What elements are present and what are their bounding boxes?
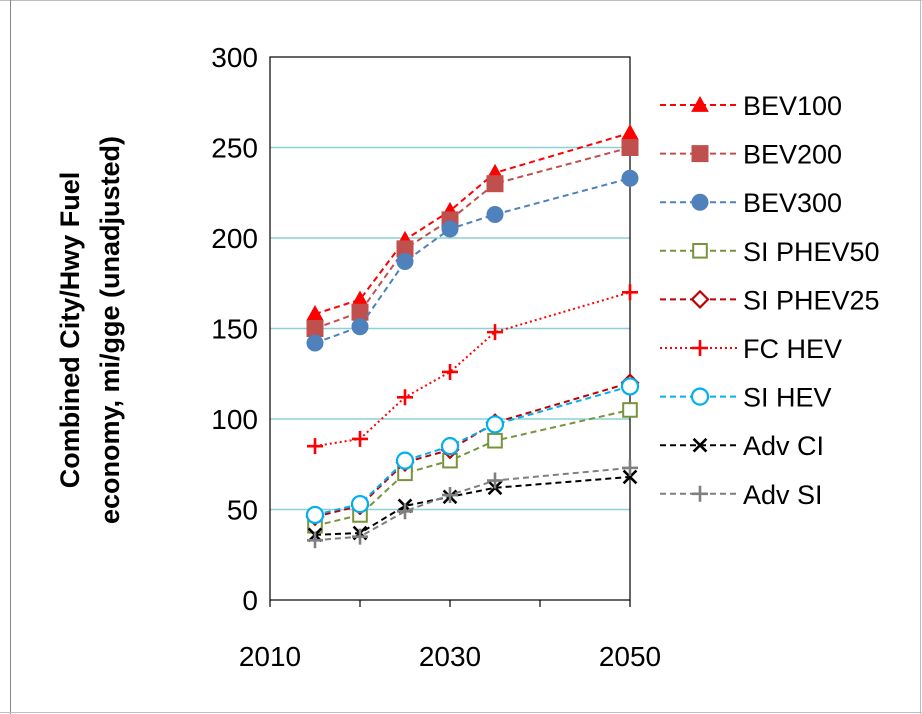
- y-tick-label: 200: [211, 223, 258, 254]
- legend-item: BEV200: [660, 140, 842, 170]
- data-point: [620, 377, 640, 396]
- x-tick-label: 2010: [239, 641, 301, 672]
- series-si-phev50: [307, 402, 638, 534]
- x-axis-tick-labels: 2010 2030 2050: [239, 641, 661, 672]
- legend-label: BEV300: [743, 188, 842, 218]
- data-point: [621, 139, 639, 156]
- data-point: [307, 532, 323, 549]
- legend-marker: [692, 243, 708, 259]
- series-line: [314, 385, 631, 516]
- y-tick-label: 150: [211, 314, 258, 345]
- series-line: [314, 466, 631, 542]
- series-line: [314, 177, 631, 344]
- data-point: [305, 505, 325, 525]
- x-tick-label: 2030: [419, 641, 481, 672]
- y-tick-label: 100: [211, 404, 258, 435]
- series-line: [314, 132, 631, 315]
- series-adv-si: [307, 459, 638, 549]
- legend-marker: [691, 145, 709, 163]
- data-point: [440, 437, 460, 456]
- y-tick-label: 250: [211, 133, 258, 164]
- legend-label: FC HEV: [743, 334, 842, 364]
- chart-frame-bottom: [0, 712, 922, 713]
- legend-label: Adv CI: [743, 431, 824, 461]
- data-point: [350, 494, 370, 514]
- data-point: [621, 123, 639, 140]
- series-bev200: [306, 139, 639, 337]
- series-bev300: [306, 169, 639, 352]
- data-point: [486, 175, 504, 193]
- legend-label: SI PHEV25: [743, 285, 880, 315]
- y-tick-label: 50: [227, 495, 258, 526]
- series-lines: [305, 123, 640, 549]
- series-si-hev: [305, 377, 640, 525]
- y-axis-tick-labels: 0 50 100 150 200 250 300: [211, 42, 258, 616]
- data-point: [487, 472, 503, 489]
- data-point: [622, 284, 638, 301]
- data-point: [397, 389, 413, 406]
- data-point: [352, 528, 368, 545]
- data-point: [622, 402, 638, 418]
- legend-item: FC HEV: [660, 334, 842, 364]
- legend-label: BEV100: [743, 91, 842, 121]
- legend-item: BEV300: [660, 188, 842, 218]
- legend-marker: [690, 289, 710, 309]
- data-point: [307, 438, 323, 455]
- chart-frame-right: [920, 0, 921, 714]
- x-axis-ticks: [269, 600, 631, 607]
- legend: BEV100 BEV200 BEV300 SI PHEV50 SI PHEV25 FC H…: [660, 91, 880, 510]
- data-point: [306, 320, 324, 337]
- data-point: [485, 415, 505, 434]
- series-line: [314, 381, 631, 518]
- legend-marker: [690, 387, 710, 406]
- data-point: [397, 503, 413, 520]
- legend-label: Adv SI: [743, 480, 823, 510]
- series-line: [314, 146, 631, 330]
- y-axis-label-line1: Combined City/Hwy Fuel: [55, 172, 85, 489]
- y-axis-label-line2: economy, mi/gge (unadjusted): [95, 136, 125, 524]
- series-line: [314, 475, 631, 536]
- data-point: [396, 253, 414, 271]
- series-fc-hev: [307, 284, 638, 455]
- data-point: [352, 430, 368, 447]
- data-point: [487, 324, 503, 341]
- data-point: [621, 169, 639, 187]
- legend-marker: [691, 95, 709, 112]
- chart-frame-left: [10, 0, 11, 714]
- chart-frame-top: [0, 0, 922, 1]
- data-point: [395, 451, 415, 470]
- data-point: [351, 303, 369, 321]
- legend-marker: [691, 193, 709, 211]
- data-point: [487, 432, 503, 449]
- data-point: [351, 318, 369, 336]
- legend-item: BEV100: [660, 91, 842, 121]
- legend-marker: [692, 340, 708, 356]
- y-axis-label: Combined City/Hwy Fuel economy, mi/gge (…: [55, 136, 125, 524]
- legend-item: SI HEV: [660, 383, 832, 413]
- legend-marker: [692, 437, 708, 453]
- y-tick-label: 300: [211, 42, 258, 73]
- data-point: [622, 469, 638, 485]
- y-tick-label: 0: [242, 585, 258, 616]
- data-point: [442, 363, 458, 380]
- data-point: [622, 459, 638, 476]
- legend-item: SI PHEV25: [660, 285, 880, 315]
- legend-item: Adv CI: [660, 431, 824, 461]
- data-point: [441, 220, 459, 238]
- legend-marker: [692, 485, 708, 502]
- legend-item: SI PHEV50: [660, 237, 880, 267]
- legend-label: SI PHEV50: [743, 237, 880, 267]
- series-line: [314, 408, 631, 527]
- legend-label: BEV200: [743, 140, 842, 170]
- data-point: [486, 205, 504, 223]
- gridlines: [270, 146, 630, 511]
- data-point: [442, 487, 458, 504]
- legend-label: SI HEV: [743, 383, 832, 413]
- legend-item: Adv SI: [660, 480, 823, 510]
- data-point: [306, 334, 324, 352]
- x-tick-label: 2050: [599, 641, 661, 672]
